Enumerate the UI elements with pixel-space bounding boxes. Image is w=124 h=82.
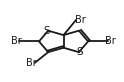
Text: S: S xyxy=(44,26,50,36)
Text: Br: Br xyxy=(26,58,37,68)
Text: Br: Br xyxy=(105,36,116,46)
Text: Br: Br xyxy=(75,15,86,25)
Text: Br: Br xyxy=(11,36,22,46)
Text: S: S xyxy=(77,47,83,57)
